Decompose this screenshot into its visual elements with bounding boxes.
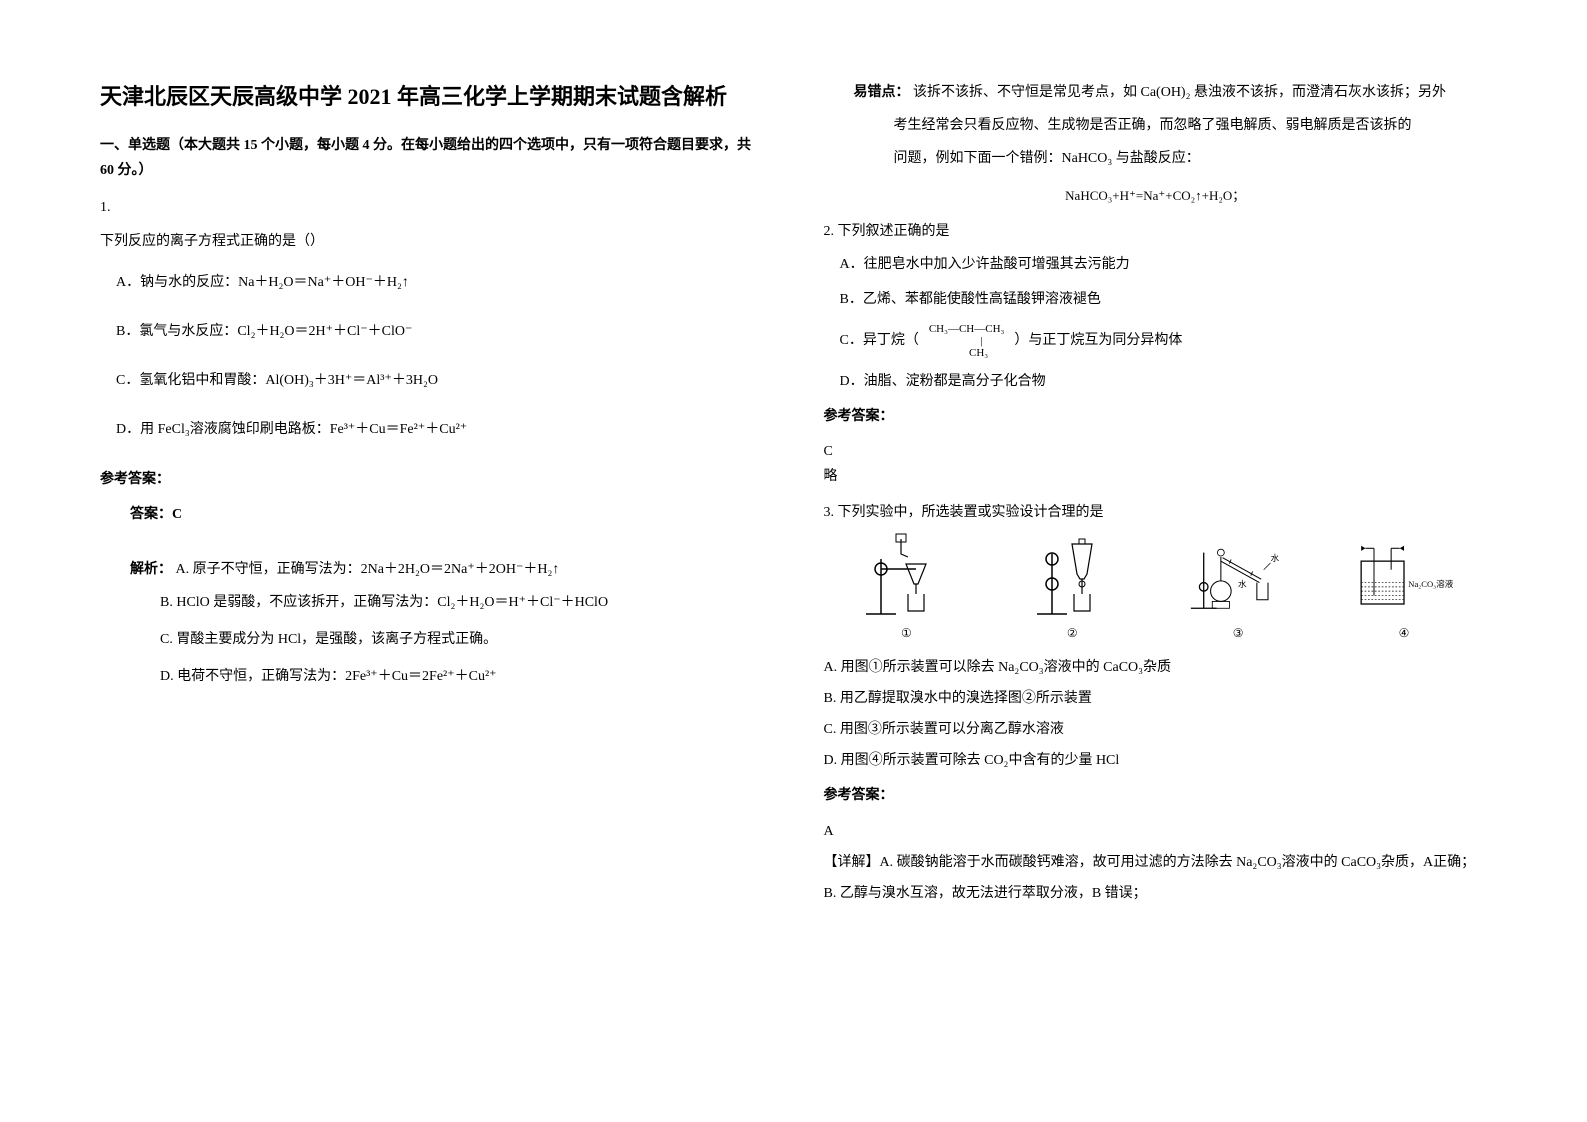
distillation-apparatus-icon: 水 水 [1178, 529, 1298, 619]
q2-optc-right: ）与正丁烷互为同分异构体 [1014, 328, 1182, 353]
mistake-formula: NaHCO₃+H⁺=Na⁺+CO₂↑+H₂O； [824, 184, 1488, 207]
diag3-label: ③ [1233, 623, 1244, 645]
q3-answer: A [824, 819, 1488, 844]
diagram-3: 水 水 ③ [1155, 529, 1321, 645]
q3-option-c: C. 用图③所示装置可以分离乙醇水溶液 [824, 717, 1488, 742]
q1-analysis-c: C. 胃酸主要成分为 HCl，是强酸，该离子方程式正确。 [100, 627, 764, 652]
q3-detail-a: 【详解】A. 碳酸钠能溶于水而碳酸钙难溶，故可用过滤的方法除去 Na₂CO₃溶液… [824, 850, 1488, 875]
q1-option-b: B．氯气与水反应：Cl₂＋H₂O＝2H⁺＋Cl⁻＋ClO⁻ [100, 319, 764, 344]
separating-funnel-icon [1012, 529, 1132, 619]
mistake-point: 易错点： 该拆不该拆、不守恒是常见考点，如 Ca(OH)₂ 悬浊液不该拆，而澄清… [824, 80, 1488, 105]
q1-analysis-d: D. 电荷不守恒，正确写法为：2Fe³⁺＋Cu＝2Fe²⁺＋Cu²⁺ [100, 664, 764, 689]
mistake-line3: 问题，例如下面一个错例：NaHCO₃ 与盐酸反应： [824, 146, 1488, 171]
q3-option-a: A. 用图①所示装置可以除去 Na₂CO₃溶液中的 CaCO₃杂质 [824, 655, 1488, 680]
q3-option-b: B. 用乙醇提取溴水中的溴选择图②所示装置 [824, 686, 1488, 711]
diagram-row: ① ② [824, 535, 1488, 645]
filtration-apparatus-icon [846, 529, 966, 619]
q2-option-b: B．乙烯、苯都能使酸性高锰酸钾溶液褪色 [824, 287, 1488, 312]
formula-top: CH₃—CH—CH₃ [929, 323, 1005, 335]
diagram-1: ① [824, 529, 990, 645]
water-label-bottom: 水 [1238, 578, 1247, 589]
solution-label: Na₂CO₃溶液 [1408, 578, 1453, 589]
detail-label: 【详解】 [824, 855, 880, 870]
analysis-a-text: A. 原子不守恒，正确写法为：2Na＋2H₂O＝2Na⁺＋2OH⁻＋H₂↑ [176, 562, 560, 577]
q1-option-c: C．氢氧化铝中和胃酸：Al(OH)₃＋3H⁺＝Al³⁺＋3H₂O [100, 368, 764, 393]
section-header: 一、单选题（本大题共 15 个小题，每小题 4 分。在每小题给出的四个选项中，只… [100, 133, 764, 183]
water-label-top: 水 [1271, 552, 1280, 563]
structural-formula: CH₃—CH—CH₃ | CH₃ [929, 323, 1005, 359]
diag1-label: ① [901, 623, 912, 645]
q3-answer-label: 参考答案： [824, 783, 1488, 808]
q1-answer-label: 参考答案： [100, 467, 764, 492]
analysis-label: 解析： [130, 562, 172, 577]
q2-answer-label: 参考答案： [824, 404, 1488, 429]
right-column: 易错点： 该拆不该拆、不守恒是常见考点，如 Ca(OH)₂ 悬浊液不该拆，而澄清… [824, 80, 1488, 1082]
left-column: 天津北辰区天辰高级中学 2021 年高三化学上学期期末试题含解析 一、单选题（本… [100, 80, 764, 1082]
q1-option-a: A．钠与水的反应：Na＋H₂O＝Na⁺＋OH⁻＋H₂↑ [100, 270, 764, 295]
q2-option-a: A．往肥皂水中加入少许盐酸可增强其去污能力 [824, 252, 1488, 277]
mistake-line1: 该拆不该拆、不守恒是常见考点，如 Ca(OH)₂ 悬浊液不该拆，而澄清石灰水该拆… [913, 85, 1446, 100]
q1-analysis-b: B. HClO 是弱酸，不应该拆开，正确写法为：Cl₂＋H₂O＝H⁺＋Cl⁻＋H… [100, 590, 764, 615]
detail-a-text: A. 碳酸钠能溶于水而碳酸钙难溶，故可用过滤的方法除去 Na₂CO₃溶液中的 C… [880, 855, 1476, 870]
q2-number: 2. 下列叙述正确的是 [824, 219, 1488, 244]
q2-brief: 略 [824, 464, 1488, 489]
formula-bottom: CH₃ [945, 347, 988, 359]
diagram-4: Na₂CO₃溶液 ④ [1321, 529, 1487, 645]
diag4-label: ④ [1399, 623, 1410, 645]
q3-number: 3. 下列实验中，所选装置或实验设计合理的是 [824, 500, 1488, 525]
diag2-label: ② [1067, 623, 1078, 645]
q3-option-d: D. 用图④所示装置可除去 CO₂中含有的少量 HCl [824, 748, 1488, 773]
q2-optc-left: C．异丁烷（ [840, 328, 919, 353]
mistake-label: 易错点： [854, 85, 910, 100]
diagram-2: ② [989, 529, 1155, 645]
q1-option-d: D．用 FeCl₃溶液腐蚀印刷电路板：Fe³⁺＋Cu＝Fe²⁺＋Cu²⁺ [100, 417, 764, 442]
q2-answer: C [824, 439, 1488, 464]
q2-option-d: D．油脂、淀粉都是高分子化合物 [824, 369, 1488, 394]
q1-analysis-a: 解析： A. 原子不守恒，正确写法为：2Na＋2H₂O＝2Na⁺＋2OH⁻＋H₂… [100, 557, 764, 582]
q1-answer: 答案：C [100, 502, 764, 527]
q2-option-c: C．异丁烷（ CH₃—CH—CH₃ | CH₃ ）与正丁烷互为同分异构体 [824, 323, 1488, 359]
document-title: 天津北辰区天辰高级中学 2021 年高三化学上学期期末试题含解析 [100, 80, 764, 113]
q1-text: 下列反应的离子方程式正确的是（） [100, 229, 764, 254]
gas-washing-icon: Na₂CO₃溶液 [1344, 529, 1464, 619]
q1-number: 1. [100, 195, 764, 220]
q3-detail-b: B. 乙醇与溴水互溶，故无法进行萃取分液，B 错误； [824, 881, 1488, 906]
mistake-line2: 考生经常会只看反应物、生成物是否正确，而忽略了强电解质、弱电解质是否该拆的 [824, 113, 1488, 138]
